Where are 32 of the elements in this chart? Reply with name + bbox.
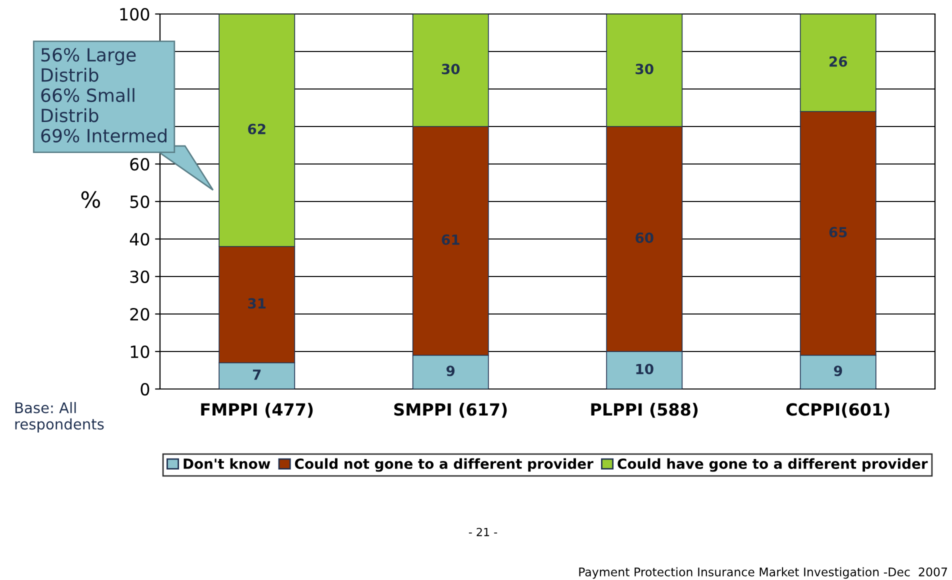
y-tick-label: 60 xyxy=(130,158,150,171)
annotation: 56% Large Distrib 66% Small Distrib 69% Intermed xyxy=(41,48,166,142)
data-label: 9 xyxy=(446,366,455,376)
y-tick-label: 30 xyxy=(130,270,150,284)
data-label: 26 xyxy=(830,56,848,67)
text: Payment Protection Insurance Market Investigation -Dec 2007 xyxy=(579,567,947,579)
data-label: 30 xyxy=(442,64,460,74)
data-label: 31 xyxy=(248,298,266,309)
y-axis-title: % xyxy=(81,191,100,208)
data-label: 9 xyxy=(834,366,842,376)
legend-label: Could not gone to a different provider xyxy=(294,458,594,472)
data-label: 10 xyxy=(636,364,654,374)
data-label: 62 xyxy=(248,124,266,134)
data-label: 60 xyxy=(636,232,654,244)
legend-label: Don't know xyxy=(184,458,270,469)
y-tick-label: 100 xyxy=(120,8,150,21)
y-tick-label: 20 xyxy=(130,308,150,321)
legend-label: Could have gone to a different provider xyxy=(618,458,928,472)
text: - 21 - xyxy=(468,528,498,536)
x-tick-label: CCPPI(601) xyxy=(786,402,890,418)
y-tick-label: 50 xyxy=(130,195,150,208)
data-label: 65 xyxy=(829,226,847,238)
y-tick-label: 0 xyxy=(140,382,150,396)
x-tick-label: PLPPI (588) xyxy=(591,402,698,418)
y-tick-label: 10 xyxy=(130,345,150,358)
x-tick-label: SMPPI (617) xyxy=(394,402,507,418)
data-label: 30 xyxy=(636,64,654,74)
y-tick-label: 40 xyxy=(130,232,150,246)
data-label: 7 xyxy=(252,370,261,380)
text: Base: All respondents xyxy=(15,402,104,432)
x-tick-label: FMPPI (477) xyxy=(201,402,313,418)
data-label: 61 xyxy=(442,234,460,245)
